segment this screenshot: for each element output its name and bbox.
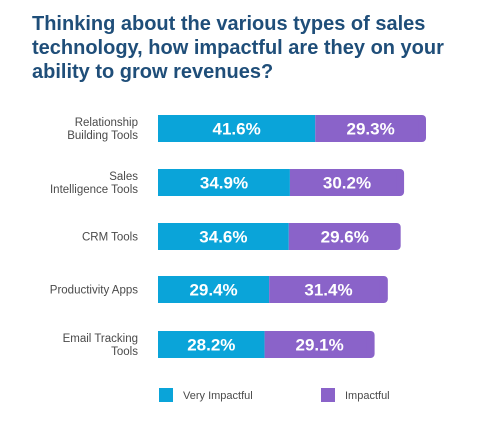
bar-segment-very-impactful — [158, 115, 316, 142]
category-label: CRM Tools — [82, 232, 138, 244]
legend-label: Very Impactful — [183, 390, 253, 402]
category-label: Building Tools — [67, 130, 138, 142]
bar-value-label: 31.4% — [304, 281, 352, 300]
bar-value-label: 29.3% — [347, 120, 395, 139]
bar-value-label: 29.6% — [321, 228, 369, 247]
category-label: Tools — [111, 346, 138, 358]
bar-segment-impactful — [264, 331, 371, 358]
category-label: Sales — [109, 171, 138, 183]
bar-segment-very-impactful — [158, 276, 270, 303]
chart-title-line-2: technology, how impactful are they on yo… — [32, 37, 444, 59]
bar-segment-very-impactful — [158, 331, 265, 358]
bar-end-cap — [392, 223, 401, 250]
bar-end-cap — [366, 331, 375, 358]
chart-title-line-3: ability to grow revenues? — [32, 61, 274, 83]
legend-swatch — [321, 388, 335, 402]
bar-segment-impactful — [288, 223, 397, 250]
chart-title: Thinking about the various types of sale… — [32, 12, 482, 84]
category-label: Productivity Apps — [50, 285, 138, 297]
category-label: Relationship — [75, 117, 138, 129]
bar-end-cap — [379, 276, 388, 303]
bar-end-cap — [418, 115, 427, 142]
category-label: Email Tracking — [63, 333, 138, 345]
legend-label: Impactful — [345, 390, 390, 402]
bar-segment-very-impactful — [158, 223, 289, 250]
bar-value-label: 29.1% — [295, 336, 343, 355]
bar-value-label: 29.4% — [189, 281, 237, 300]
chart-title-line-1: Thinking about the various types of sale… — [32, 13, 426, 35]
bar-value-label: 30.2% — [323, 174, 371, 193]
bar-value-label: 28.2% — [187, 336, 235, 355]
bar-value-label: 34.9% — [200, 174, 248, 193]
bar-segment-impactful — [289, 169, 401, 196]
legend-swatch — [159, 388, 173, 402]
category-label: Intelligence Tools — [50, 184, 138, 196]
bar-segment-very-impactful — [158, 169, 290, 196]
bar-value-label: 41.6% — [213, 120, 261, 139]
bar-end-cap — [396, 169, 405, 196]
bar-segment-impactful — [269, 276, 384, 303]
legend: Very Impactful Impactful — [159, 388, 390, 402]
bar-segment-impactful — [315, 115, 423, 142]
bar-value-label: 34.6% — [199, 228, 247, 247]
